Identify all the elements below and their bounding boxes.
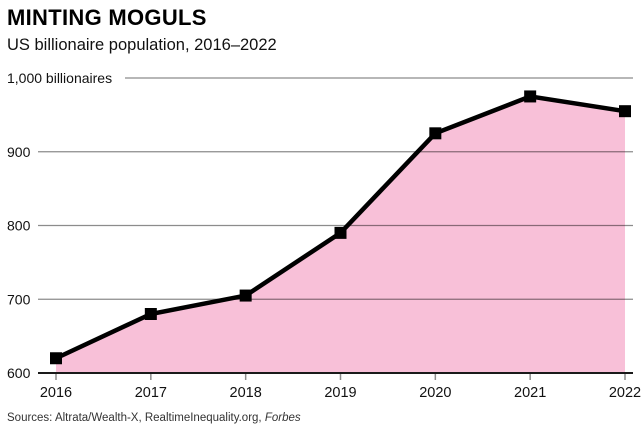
chart-title: MINTING MOGULS — [7, 5, 207, 30]
source-text: Sources: Altrata/Wealth-X, RealtimeInequ… — [7, 412, 265, 424]
chart-header: MINTING MOGULS US billionaire population… — [7, 5, 277, 55]
x-axis-tick-label: 2018 — [230, 385, 262, 401]
source-attribution: Sources: Altrata/Wealth-X, RealtimeInequ… — [7, 411, 301, 425]
x-axis-tick-label: 2019 — [324, 385, 356, 401]
y-axis-tick-label: 600 — [7, 365, 31, 381]
data-point-marker — [334, 226, 347, 239]
x-axis-tick-label: 2021 — [514, 385, 546, 401]
y-axis-tick-label: 800 — [7, 218, 31, 234]
y-axis-tick-label: 700 — [7, 291, 31, 307]
y-axis-tick-label: 900 — [7, 144, 31, 160]
x-axis-tick-label: 2020 — [419, 385, 451, 401]
x-axis-tick-label: 2017 — [135, 385, 167, 401]
data-point-marker — [524, 90, 537, 103]
data-point-marker — [429, 127, 442, 140]
data-point-marker — [144, 308, 157, 320]
x-axis-tick-label: 2022 — [609, 385, 641, 401]
data-point-marker — [50, 352, 62, 365]
data-point-marker — [619, 105, 631, 118]
x-axis-tick-label: 2016 — [40, 385, 72, 401]
source-publication-name: Forbes — [264, 412, 301, 424]
chart-subtitle: US billionaire population, 2016–2022 — [7, 36, 277, 54]
y-axis-tick-label: 1,000 billionaires — [7, 70, 112, 86]
data-point-marker — [239, 289, 252, 302]
